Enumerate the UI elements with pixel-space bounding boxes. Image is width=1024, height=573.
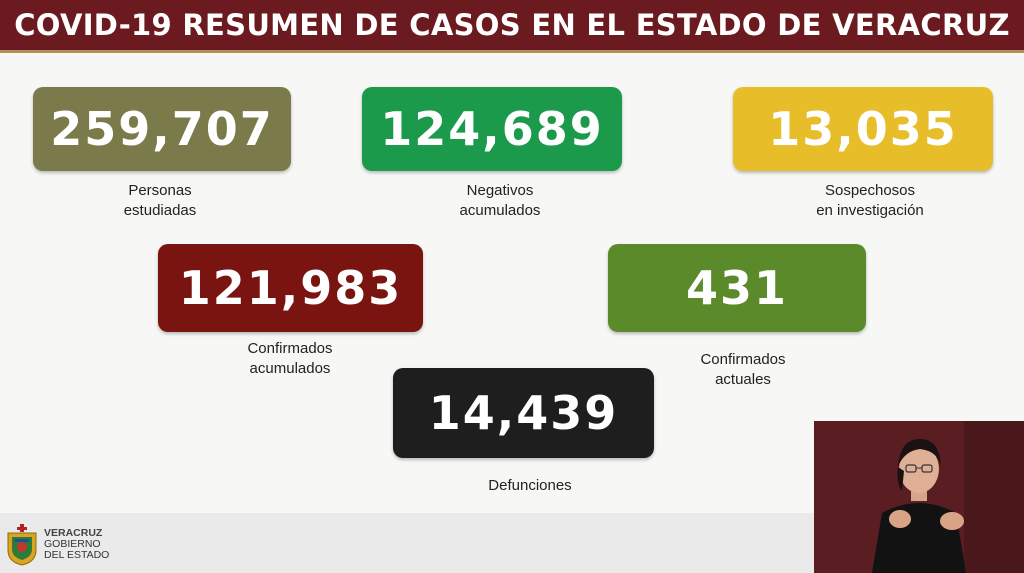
stat-value: 14,439 (428, 386, 619, 440)
title-bar: COVID-19 RESUMEN DE CASOS EN EL ESTADO D… (0, 0, 1024, 50)
stat-label-personas-estudiadas: Personas estudiadas (123, 182, 197, 219)
stat-value: 259,707 (50, 102, 274, 156)
stat-label-negativos-acumulados: Negativos acumulados (459, 182, 541, 219)
stat-box-personas-estudiadas: 259,707 (33, 87, 291, 171)
stat-box-sospechosos: 13,035 (733, 87, 993, 171)
state-coat-of-arms-icon (4, 524, 40, 566)
sign-language-interpreter-video (814, 421, 1024, 573)
stat-label-defunciones: Defunciones (488, 477, 572, 494)
stat-value: 13,035 (768, 102, 958, 156)
gov-line-2: GOBIERNO (44, 538, 101, 550)
stat-value: 431 (685, 261, 789, 315)
stat-label-confirmados-acumulados: Confirmados acumulados (247, 340, 333, 377)
stat-label-sospechosos: Sospechosos en investigación (816, 182, 924, 219)
page-title: COVID-19 RESUMEN DE CASOS EN EL ESTADO D… (14, 8, 1010, 42)
stat-value: 124,689 (380, 102, 604, 156)
stat-box-confirmados-acumulados: 121,983 (158, 244, 423, 332)
government-wordmark: VERACRUZ GOBIERNO DEL ESTADO (44, 528, 109, 561)
gov-line-1: VERACRUZ (44, 527, 103, 539)
stat-box-defunciones: 14,439 (393, 368, 654, 458)
title-divider (0, 50, 1024, 53)
stat-value: 121,983 (178, 261, 403, 315)
stat-label-confirmados-actuales: Confirmados actuales (700, 351, 786, 388)
stat-box-confirmados-actuales: 431 (608, 244, 866, 332)
gov-line-3: DEL ESTADO (44, 549, 110, 561)
stat-box-negativos-acumulados: 124,689 (362, 87, 622, 171)
